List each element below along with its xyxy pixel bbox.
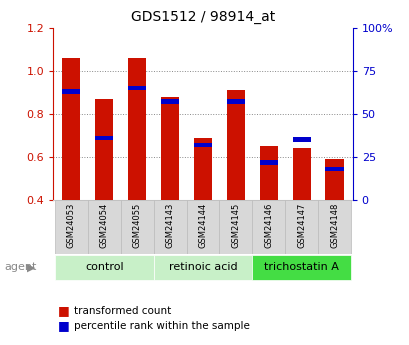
Bar <box>88 200 120 254</box>
Text: transformed count: transformed count <box>74 306 171 315</box>
Text: GSM24053: GSM24053 <box>67 203 76 248</box>
Text: percentile rank within the sample: percentile rank within the sample <box>74 321 249 331</box>
Bar <box>292 137 310 142</box>
Bar <box>62 89 80 94</box>
Bar <box>259 160 277 165</box>
Text: GSM24144: GSM24144 <box>198 203 207 248</box>
Bar <box>95 99 113 200</box>
Bar <box>325 167 343 171</box>
Text: GSM24147: GSM24147 <box>297 203 306 248</box>
Bar <box>128 86 146 90</box>
Text: ■: ■ <box>57 319 69 333</box>
Bar <box>55 255 153 280</box>
Text: GSM24145: GSM24145 <box>231 203 240 248</box>
Bar <box>153 255 252 280</box>
Bar <box>317 200 350 254</box>
Bar <box>292 148 310 200</box>
Bar <box>285 200 317 254</box>
Bar <box>62 58 80 200</box>
Bar <box>226 90 244 200</box>
Text: GSM24054: GSM24054 <box>99 203 108 248</box>
Text: GSM24055: GSM24055 <box>133 203 142 248</box>
Text: GSM24146: GSM24146 <box>263 203 272 248</box>
Bar <box>193 138 211 200</box>
Text: GSM24148: GSM24148 <box>329 203 338 248</box>
Text: agent: agent <box>4 263 36 272</box>
Bar <box>252 200 285 254</box>
Text: control: control <box>85 263 123 272</box>
Bar <box>120 200 153 254</box>
Title: GDS1512 / 98914_at: GDS1512 / 98914_at <box>130 10 274 24</box>
Bar <box>161 97 179 200</box>
Bar <box>219 200 252 254</box>
Bar <box>161 99 179 104</box>
Bar <box>259 146 277 200</box>
Bar <box>95 136 113 140</box>
Bar <box>193 142 211 147</box>
Bar <box>128 58 146 200</box>
Text: trichostatin A: trichostatin A <box>263 263 338 272</box>
Text: retinoic acid: retinoic acid <box>168 263 237 272</box>
Text: GSM24143: GSM24143 <box>165 203 174 248</box>
Bar <box>325 159 343 200</box>
Bar <box>153 200 186 254</box>
Text: ▶: ▶ <box>27 263 35 272</box>
Bar <box>186 200 219 254</box>
Bar <box>55 200 88 254</box>
Text: ■: ■ <box>57 304 69 317</box>
Bar <box>252 255 350 280</box>
Bar <box>226 99 244 104</box>
